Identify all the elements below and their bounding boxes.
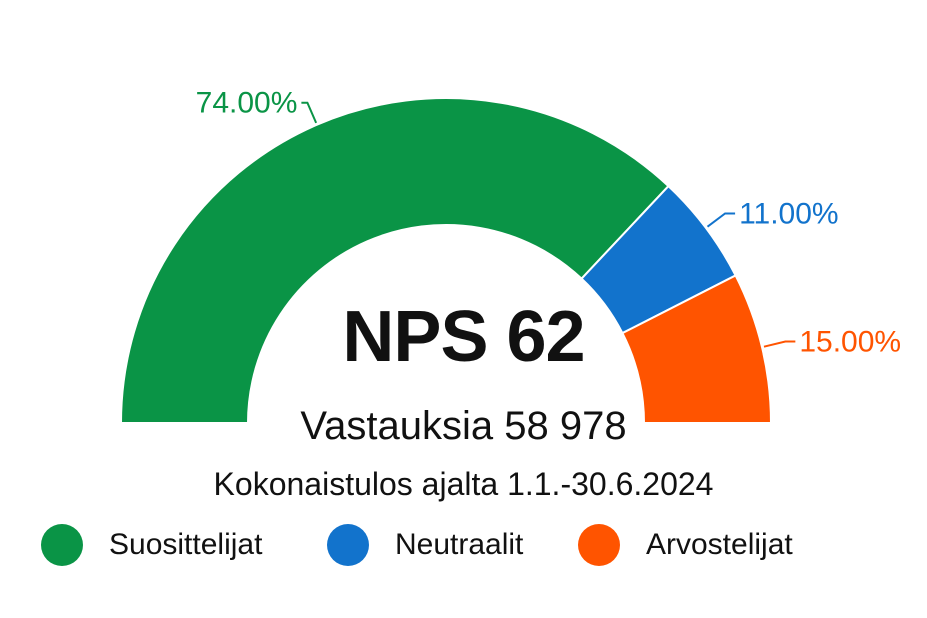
- legend-swatch-neutraalit: [327, 524, 369, 566]
- data-label-neutraalit: 11.00%: [739, 197, 839, 230]
- responses-count: Vastauksia 58 978: [300, 404, 627, 448]
- gauge-segment-arvostelijat: [621, 274, 773, 424]
- legend-swatch-arvostelijat: [578, 524, 620, 566]
- leader-line-neutraalit: [706, 212, 736, 228]
- legend-label-neutraalit: Neutraalit: [395, 528, 524, 561]
- legend-swatch-suosittelijat: [41, 524, 83, 566]
- legend-label-arvostelijat: Arvostelijat: [646, 528, 793, 561]
- data-label-arvostelijat: 15.00%: [799, 326, 901, 359]
- gauge-segment-suosittelijat: [119, 97, 670, 424]
- nps-score-title: NPS 62: [342, 297, 585, 377]
- legend: Suosittelijat Neutraalit Arvostelijat: [0, 520, 927, 570]
- legend-item-neutraalit[interactable]: Neutraalit: [327, 520, 523, 570]
- legend-item-arvostelijat[interactable]: Arvostelijat: [578, 520, 793, 570]
- legend-item-suosittelijat[interactable]: Suosittelijat: [41, 520, 262, 570]
- period-caption: Kokonaistulos ajalta 1.1.-30.6.2024: [213, 466, 714, 502]
- legend-label-suosittelijat: Suosittelijat: [109, 528, 263, 561]
- leader-line-arvostelijat: [763, 340, 796, 348]
- leader-line-suosittelijat: [301, 101, 318, 124]
- data-label-suosittelijat: 74.00%: [196, 87, 298, 120]
